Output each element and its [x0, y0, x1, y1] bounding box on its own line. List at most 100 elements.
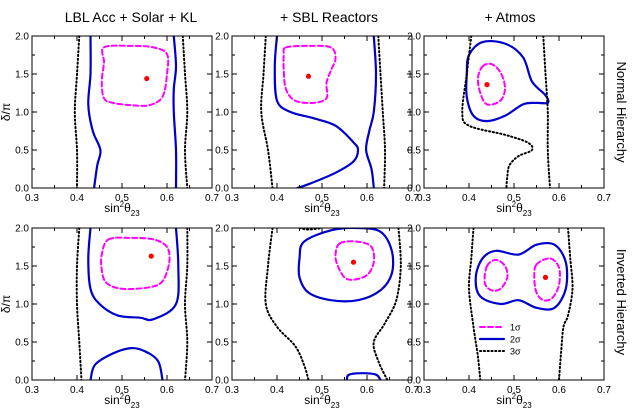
y-tick-label: 2.0 — [15, 224, 29, 235]
y-tick-label: 0.5 — [407, 338, 421, 349]
x-tick-label: 0.7 — [597, 193, 611, 204]
x-tick-label: 0.5 — [115, 385, 129, 396]
y-tick-label: 1.0 — [407, 108, 421, 119]
contour-3sigma — [542, 36, 551, 188]
contour-2sigma — [273, 36, 360, 188]
best-fit-point — [350, 259, 357, 265]
y-tick-label: 2.0 — [15, 32, 29, 43]
y-tick-label: 1.5 — [15, 70, 29, 81]
x-tick-label: 0.7 — [205, 385, 219, 396]
contour-3sigma — [264, 228, 310, 380]
contour-2sigma — [345, 372, 382, 380]
contour-3sigma — [75, 228, 83, 380]
contour-2sigma — [87, 228, 180, 322]
row-label: Inverted Hierarchy — [614, 249, 629, 356]
x-tick-label: 0.3 — [417, 193, 431, 204]
legend-label: 2σ — [510, 335, 521, 345]
plot-frame — [423, 35, 605, 189]
contour-2sigma — [297, 228, 395, 303]
x-tick-label: 0.7 — [205, 193, 219, 204]
y-tick-label: 1.0 — [215, 300, 229, 311]
y-tick-label: 1.5 — [215, 262, 229, 273]
contour-3sigma — [558, 228, 574, 380]
best-fit-point — [542, 274, 549, 280]
y-tick-label: 0.5 — [15, 146, 29, 157]
contour-3sigma — [377, 36, 387, 188]
x-tick-label: 0.3 — [417, 385, 431, 396]
y-tick-label: 0.5 — [215, 146, 229, 157]
x-tick-label: 0.6 — [160, 193, 174, 204]
x-axis-label: sin2θ23 — [104, 200, 140, 218]
x-tick-label: 0.7 — [405, 385, 419, 396]
x-tick-label: 0.4 — [462, 385, 476, 396]
y-tick-label: 0.5 — [215, 338, 229, 349]
contour-1sigma — [334, 240, 376, 281]
y-tick-label: 1.5 — [15, 262, 29, 273]
y-tick-label: 2.0 — [215, 32, 229, 43]
x-tick-label: 0.6 — [552, 193, 566, 204]
contour-group — [73, 36, 189, 188]
x-tick-label: 0.4 — [462, 193, 476, 204]
y-tick-label: 2.0 — [407, 224, 421, 235]
contour-2sigma — [89, 346, 164, 380]
y-tick-label: 0.0 — [215, 376, 229, 387]
y-tick-label: 1.0 — [15, 108, 29, 119]
y-tick-label: 0.0 — [15, 184, 29, 195]
best-fit-point — [305, 73, 312, 79]
contour-3sigma — [181, 36, 189, 188]
panel: 0.3 0.4 0.5 0.6 0.7 0.0 0.5 1.0 1.5 2.0 sin2θ23 δ/π — [0, 224, 219, 411]
y-tick-label: 1.0 — [215, 108, 229, 119]
plot-frame — [231, 227, 413, 381]
contour-1sigma — [282, 44, 337, 105]
column-title: + Atmos — [485, 9, 536, 25]
contour-2sigma — [87, 36, 102, 188]
contour-group — [461, 36, 551, 188]
contour-2sigma — [474, 241, 569, 311]
y-axis-label: δ/π — [0, 295, 13, 313]
column-title: LBL Acc + Solar + KL — [65, 9, 198, 25]
best-fit-point — [148, 253, 154, 259]
contour-group — [260, 36, 387, 188]
contour-2sigma — [364, 36, 378, 188]
contour-3sigma — [73, 36, 81, 188]
y-tick-label: 2.0 — [215, 224, 229, 235]
plot-frame — [423, 227, 605, 381]
x-tick-label: 0.7 — [597, 385, 611, 396]
row-label: Normal Hierarchy — [614, 61, 629, 163]
contour-2sigma — [172, 36, 178, 188]
y-axis-label: δ/π — [0, 103, 13, 121]
y-tick-label: 0.0 — [407, 184, 421, 195]
x-axis-label: sin2θ23 — [496, 200, 532, 218]
legend-label: 3σ — [510, 347, 521, 357]
x-axis-label: sin2θ23 — [104, 392, 140, 410]
contour-3sigma — [184, 228, 189, 380]
contour-1sigma — [483, 258, 509, 292]
legend: 1σ 2σ 3σ — [478, 323, 521, 357]
x-tick-label: 0.5 — [315, 193, 329, 204]
x-tick-label: 0.7 — [405, 193, 419, 204]
x-tick-label: 0.4 — [70, 193, 84, 204]
contour-1sigma — [533, 257, 561, 302]
x-tick-label: 0.6 — [552, 385, 566, 396]
x-tick-label: 0.5 — [315, 385, 329, 396]
best-fit-point — [484, 82, 490, 88]
legend-label: 1σ — [510, 323, 521, 333]
x-tick-label: 0.6 — [360, 385, 374, 396]
x-tick-label: 0.3 — [225, 193, 239, 204]
x-tick-label: 0.4 — [270, 385, 284, 396]
contour-group — [467, 228, 574, 380]
x-axis-label: sin2θ23 — [496, 392, 532, 410]
contour-1sigma — [100, 44, 170, 107]
x-tick-label: 0.4 — [70, 385, 84, 396]
contour-3sigma — [260, 36, 274, 188]
x-tick-label: 0.3 — [225, 385, 239, 396]
y-tick-label: 0.0 — [215, 184, 229, 195]
y-tick-label: 1.5 — [215, 70, 229, 81]
y-tick-label: 1.0 — [407, 300, 421, 311]
y-tick-label: 2.0 — [407, 32, 421, 43]
y-tick-label: 0.5 — [15, 338, 29, 349]
contour-3sigma — [461, 36, 534, 188]
